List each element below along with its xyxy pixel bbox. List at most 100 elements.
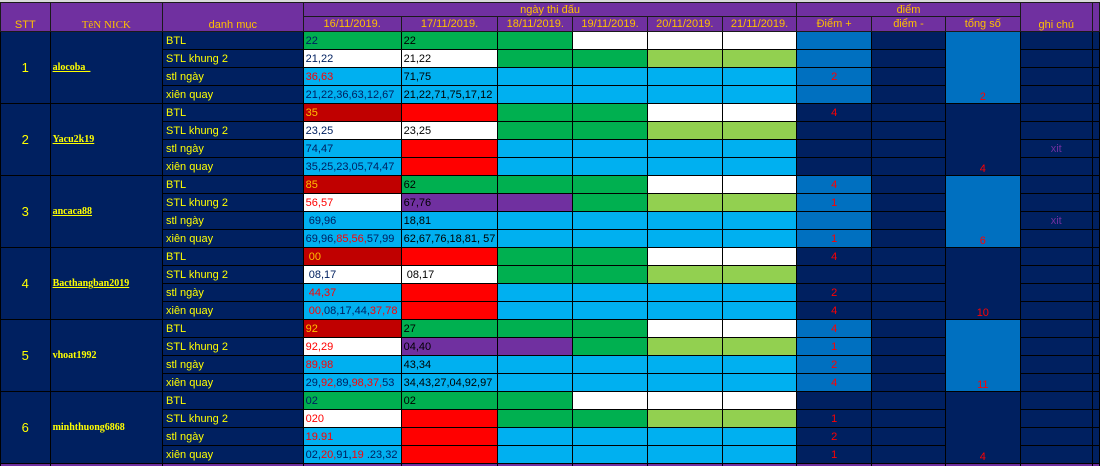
- day-cell[interactable]: [721, 49, 798, 68]
- points-plus-cell[interactable]: [796, 49, 872, 68]
- extra-cell[interactable]: [1091, 409, 1100, 428]
- category-cell[interactable]: STL khung 2: [162, 49, 304, 68]
- day-cell[interactable]: 02,20,91,19 .23,32: [302, 445, 402, 464]
- stt-cell[interactable]: 3: [0, 175, 51, 248]
- day-cell[interactable]: 22: [302, 31, 402, 50]
- points-total-cell[interactable]: 4: [945, 103, 1021, 176]
- day-cell[interactable]: [646, 409, 723, 428]
- day-cell[interactable]: [646, 355, 723, 374]
- day-cell[interactable]: 85: [302, 175, 402, 194]
- points-minus-cell[interactable]: [870, 175, 947, 194]
- day-cell[interactable]: 44,37: [302, 283, 402, 302]
- day-cell[interactable]: [572, 211, 648, 230]
- day-cell[interactable]: [721, 67, 798, 86]
- day-cell[interactable]: [497, 103, 574, 122]
- day-cell[interactable]: [646, 175, 723, 194]
- day-cell[interactable]: [646, 121, 723, 140]
- points-plus-cell[interactable]: 1: [796, 409, 872, 428]
- day-cell[interactable]: [572, 247, 648, 266]
- day-cell[interactable]: [721, 337, 798, 356]
- day-cell[interactable]: [497, 247, 574, 266]
- points-plus-cell[interactable]: 1: [796, 445, 872, 464]
- day-cell[interactable]: [572, 31, 648, 50]
- points-minus-cell[interactable]: [870, 391, 947, 410]
- nick-cell[interactable]: Bacthangban2019: [49, 247, 164, 320]
- day-cell[interactable]: 89,98: [302, 355, 402, 374]
- note-cell[interactable]: [1019, 427, 1093, 446]
- nick-name[interactable]: Bacthangban2019: [52, 278, 130, 289]
- category-cell[interactable]: stl ngày: [162, 355, 304, 374]
- day-cell[interactable]: [400, 283, 499, 302]
- extra-cell[interactable]: [1091, 373, 1100, 392]
- category-cell[interactable]: STL khung 2: [162, 337, 304, 356]
- day-cell[interactable]: [721, 301, 798, 320]
- day-cell[interactable]: [646, 301, 723, 320]
- note-cell[interactable]: [1019, 103, 1093, 122]
- day-cell[interactable]: [400, 409, 499, 428]
- points-plus-cell[interactable]: [796, 265, 872, 284]
- day-cell[interactable]: [497, 445, 574, 464]
- day-cell[interactable]: [646, 193, 723, 212]
- points-plus-cell[interactable]: 1: [796, 193, 872, 212]
- day-cell[interactable]: [400, 139, 499, 158]
- day-cell[interactable]: 29,92,89,98,37,53: [302, 373, 402, 392]
- day-cell[interactable]: [646, 157, 723, 176]
- note-cell[interactable]: [1019, 283, 1093, 302]
- day-cell[interactable]: 62,67,76,18,81, 57: [400, 229, 499, 248]
- nick-name[interactable]: Yacu2k19: [52, 134, 95, 145]
- points-minus-cell[interactable]: [870, 337, 947, 356]
- day-cell[interactable]: 02: [302, 391, 402, 410]
- header-points-minus[interactable]: điểm -: [870, 16, 947, 32]
- category-cell[interactable]: xiên quay: [162, 301, 304, 320]
- day-cell[interactable]: [646, 391, 723, 410]
- day-cell[interactable]: 56,57: [302, 193, 402, 212]
- category-cell[interactable]: STL khung 2: [162, 409, 304, 428]
- extra-cell[interactable]: [1091, 265, 1100, 284]
- day-cell[interactable]: [721, 211, 798, 230]
- day-cell[interactable]: [646, 283, 723, 302]
- nick-name[interactable]: vhoat1992: [52, 350, 97, 361]
- day-cell[interactable]: 92: [302, 319, 402, 338]
- day-cell[interactable]: [646, 319, 723, 338]
- points-plus-cell[interactable]: [796, 121, 872, 140]
- header-day-1[interactable]: 16/11/2019.: [302, 16, 402, 32]
- day-cell[interactable]: [721, 229, 798, 248]
- day-cell[interactable]: [400, 427, 499, 446]
- points-plus-cell[interactable]: 4: [796, 373, 872, 392]
- points-minus-cell[interactable]: [870, 409, 947, 428]
- day-cell[interactable]: [497, 49, 574, 68]
- extra-cell[interactable]: [1091, 31, 1100, 50]
- category-cell[interactable]: STL khung 2: [162, 193, 304, 212]
- note-cell[interactable]: [1019, 247, 1093, 266]
- category-cell[interactable]: STL khung 2: [162, 265, 304, 284]
- points-minus-cell[interactable]: [870, 67, 947, 86]
- category-cell[interactable]: BTL: [162, 391, 304, 410]
- note-cell[interactable]: [1019, 229, 1093, 248]
- points-total-cell[interactable]: 2: [945, 31, 1021, 104]
- day-cell[interactable]: [497, 139, 574, 158]
- extra-cell[interactable]: [1091, 175, 1100, 194]
- points-plus-cell[interactable]: 4: [796, 319, 872, 338]
- day-cell[interactable]: 71,75: [400, 67, 499, 86]
- day-cell[interactable]: [646, 67, 723, 86]
- extra-cell[interactable]: [1091, 427, 1100, 446]
- points-plus-cell[interactable]: [796, 391, 872, 410]
- category-cell[interactable]: xiên quay: [162, 445, 304, 464]
- extra-cell[interactable]: [1091, 193, 1100, 212]
- day-cell[interactable]: [572, 229, 648, 248]
- extra-cell[interactable]: [1091, 211, 1100, 230]
- day-cell[interactable]: 74,47: [302, 139, 402, 158]
- day-cell[interactable]: [572, 445, 648, 464]
- footer-cell[interactable]: [49, 463, 164, 466]
- header-stt[interactable]: STT: [0, 2, 51, 32]
- day-cell[interactable]: [572, 283, 648, 302]
- day-cell[interactable]: [497, 391, 574, 410]
- points-plus-cell[interactable]: 2: [796, 283, 872, 302]
- day-cell[interactable]: 08,17: [400, 265, 499, 284]
- day-cell[interactable]: [646, 229, 723, 248]
- day-cell[interactable]: [497, 337, 574, 356]
- day-cell[interactable]: [497, 193, 574, 212]
- day-cell[interactable]: [646, 31, 723, 50]
- points-minus-cell[interactable]: [870, 139, 947, 158]
- note-cell[interactable]: [1019, 49, 1093, 68]
